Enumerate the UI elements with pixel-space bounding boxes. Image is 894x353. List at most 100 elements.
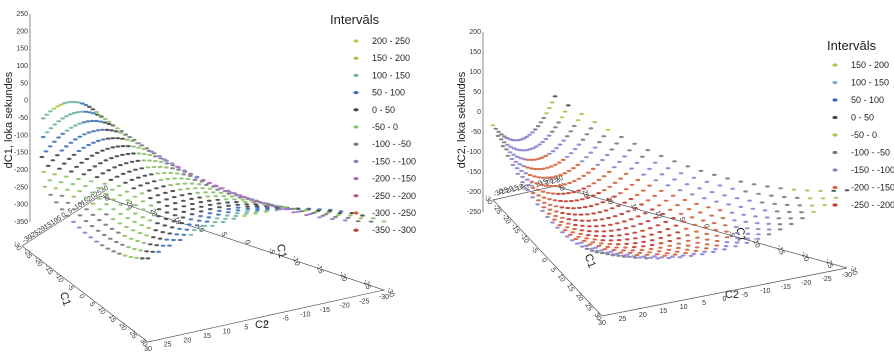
surface-point — [557, 224, 563, 227]
surface-point — [766, 233, 772, 236]
surface-point — [278, 208, 284, 211]
legend-label: -300 - -250 — [372, 208, 416, 218]
surface-point — [527, 173, 533, 177]
surface-point — [554, 147, 559, 150]
surface-point — [524, 178, 530, 181]
surface-point — [642, 212, 648, 215]
y-tick-left: 15 — [107, 314, 117, 324]
surface-point — [733, 245, 738, 248]
legend-label: -350 - -300 — [372, 225, 416, 235]
surface-point — [89, 119, 95, 123]
surface-point — [163, 191, 168, 194]
surface-point — [282, 207, 288, 211]
surface-point — [106, 120, 112, 123]
surface-point — [127, 136, 133, 139]
surface-point — [756, 233, 761, 236]
surface-point — [66, 157, 72, 160]
chart-left-svg: 250200150100500-50-100-150-200-250-300-3… — [3, 11, 416, 353]
surface-point — [192, 178, 198, 182]
surface-point — [614, 222, 620, 225]
surface-point — [100, 138, 106, 141]
surface-point — [655, 257, 661, 260]
surface-point — [158, 160, 164, 163]
x-tick-right: 30 — [598, 320, 606, 327]
surface-point — [653, 216, 658, 219]
z-tick-left: -150 — [14, 150, 28, 157]
back-tick-right: -30 — [493, 188, 505, 199]
surface-point — [666, 248, 672, 251]
surface-point — [234, 200, 239, 204]
surface-point — [530, 186, 536, 189]
surface-point — [709, 214, 714, 217]
x-tick-left: 20 — [183, 337, 191, 344]
surface-point — [743, 190, 748, 193]
surface-point — [368, 220, 374, 223]
surface-point — [711, 222, 717, 225]
surface-point — [347, 214, 353, 217]
surface-point — [754, 222, 760, 225]
surface-point — [210, 224, 215, 227]
y-tick-left: 5 — [88, 301, 96, 308]
surface-point — [573, 237, 579, 241]
surface-point — [64, 115, 69, 118]
back-tick-left: 20 — [87, 193, 97, 203]
surface-point — [530, 191, 536, 195]
surface-point — [568, 233, 573, 236]
surface-point — [600, 201, 606, 204]
surface-point — [174, 233, 180, 236]
surface-point — [536, 157, 542, 160]
surface-point — [608, 250, 614, 253]
surface-point — [573, 219, 578, 222]
surface-point — [704, 238, 710, 241]
surface-point — [118, 131, 123, 134]
surface-point — [714, 239, 720, 243]
surface-point — [337, 212, 343, 215]
surface-point — [125, 208, 131, 211]
surface-point — [600, 251, 605, 254]
surface-point — [527, 133, 532, 136]
surface-point — [155, 172, 161, 175]
x-tick-left: 0 — [264, 320, 268, 327]
x-tick-left: -15 — [320, 307, 330, 314]
surface-point — [530, 196, 535, 199]
surface-point — [207, 212, 213, 215]
surface-point — [674, 250, 680, 253]
surface-point — [713, 248, 718, 251]
surface-point — [131, 145, 136, 148]
surface-point — [189, 213, 195, 216]
surface-point — [734, 197, 740, 200]
surface-point — [95, 129, 101, 132]
surface-point — [513, 160, 519, 163]
surface-point — [543, 154, 549, 157]
surface-point — [640, 229, 645, 232]
surface-point — [640, 245, 646, 248]
surface-point — [226, 190, 232, 193]
surface-point — [150, 250, 156, 253]
surface-point — [148, 211, 154, 215]
back-tick-right: -25 — [498, 186, 510, 197]
surface-point — [624, 233, 630, 236]
surface-point — [234, 212, 240, 215]
surface-point — [622, 155, 627, 158]
surface-point — [581, 239, 587, 242]
surface-point — [84, 157, 90, 161]
y-tick-left: 30 — [138, 338, 148, 348]
surface-point — [69, 100, 74, 103]
surface-point — [641, 173, 647, 176]
surface-point — [640, 189, 646, 192]
surface-point — [568, 152, 574, 155]
surface-point — [245, 210, 250, 213]
surface-point — [534, 182, 539, 185]
y-tick-left: 20 — [117, 322, 127, 332]
surface-point — [100, 172, 106, 175]
surface-point — [229, 195, 235, 198]
surface-point — [524, 135, 530, 138]
surface-point — [558, 199, 563, 203]
surface-point — [645, 149, 651, 152]
surface-point — [514, 155, 520, 158]
surface-point — [164, 211, 170, 214]
surface-point — [225, 201, 231, 204]
surface-point — [189, 197, 194, 200]
y-tick-left: -10 — [53, 272, 64, 284]
legend-label: -200 - -150 — [372, 174, 416, 184]
